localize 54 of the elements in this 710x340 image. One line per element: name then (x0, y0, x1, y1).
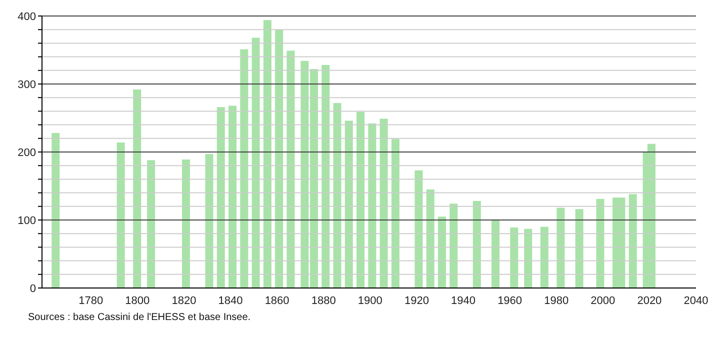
bar (116, 142, 125, 288)
bar (182, 159, 190, 288)
y-tick-label: 0 (30, 282, 36, 295)
bar (356, 112, 365, 288)
bar (147, 160, 156, 288)
x-tick-label: 2040 (684, 294, 708, 307)
x-tick-label: 1900 (358, 294, 382, 307)
bar (344, 120, 353, 288)
bar (492, 220, 500, 288)
bar (205, 154, 214, 288)
x-tick-label: 1880 (311, 294, 336, 307)
x-tick-label: 2020 (637, 294, 662, 307)
bar (556, 208, 565, 288)
bar (596, 198, 604, 288)
bar (240, 49, 248, 288)
bar (628, 194, 637, 288)
x-tick-label: 1920 (404, 294, 429, 307)
x-tick-label: 1840 (218, 294, 243, 307)
bar (524, 228, 532, 288)
bar (540, 226, 548, 288)
x-tick-label: 2000 (590, 294, 616, 307)
bar (216, 107, 225, 288)
bar (263, 20, 272, 288)
bar (52, 132, 60, 288)
bar (414, 170, 423, 288)
x-tick-label: 1940 (451, 294, 476, 307)
bar (286, 50, 295, 288)
bar (510, 227, 518, 288)
bar (438, 216, 446, 288)
y-tick-label: 100 (18, 214, 36, 227)
x-tick-label: 1860 (264, 294, 290, 307)
x-tick-label: 1960 (498, 294, 522, 307)
bar (647, 144, 656, 288)
x-tick-label: 1780 (78, 294, 104, 307)
bar (380, 118, 388, 288)
y-tick-label: 200 (18, 146, 36, 159)
bar (472, 200, 481, 288)
bar (368, 123, 376, 288)
bar (450, 204, 458, 288)
bar (228, 106, 237, 288)
bar (575, 209, 584, 288)
bar (133, 89, 142, 288)
x-tick-label: 1820 (172, 294, 196, 307)
bar (426, 189, 434, 288)
bar (333, 103, 342, 288)
y-tick-label: 400 (18, 10, 36, 23)
source-note: Sources : base Cassini de l'EHESS et base Insee. (28, 312, 252, 323)
bar (252, 38, 260, 288)
x-tick-label: 1800 (125, 294, 150, 307)
bar (391, 139, 400, 288)
x-tick-label: 1980 (544, 294, 569, 307)
bar (322, 64, 330, 288)
y-tick-label: 300 (18, 78, 36, 91)
bar (275, 30, 284, 288)
